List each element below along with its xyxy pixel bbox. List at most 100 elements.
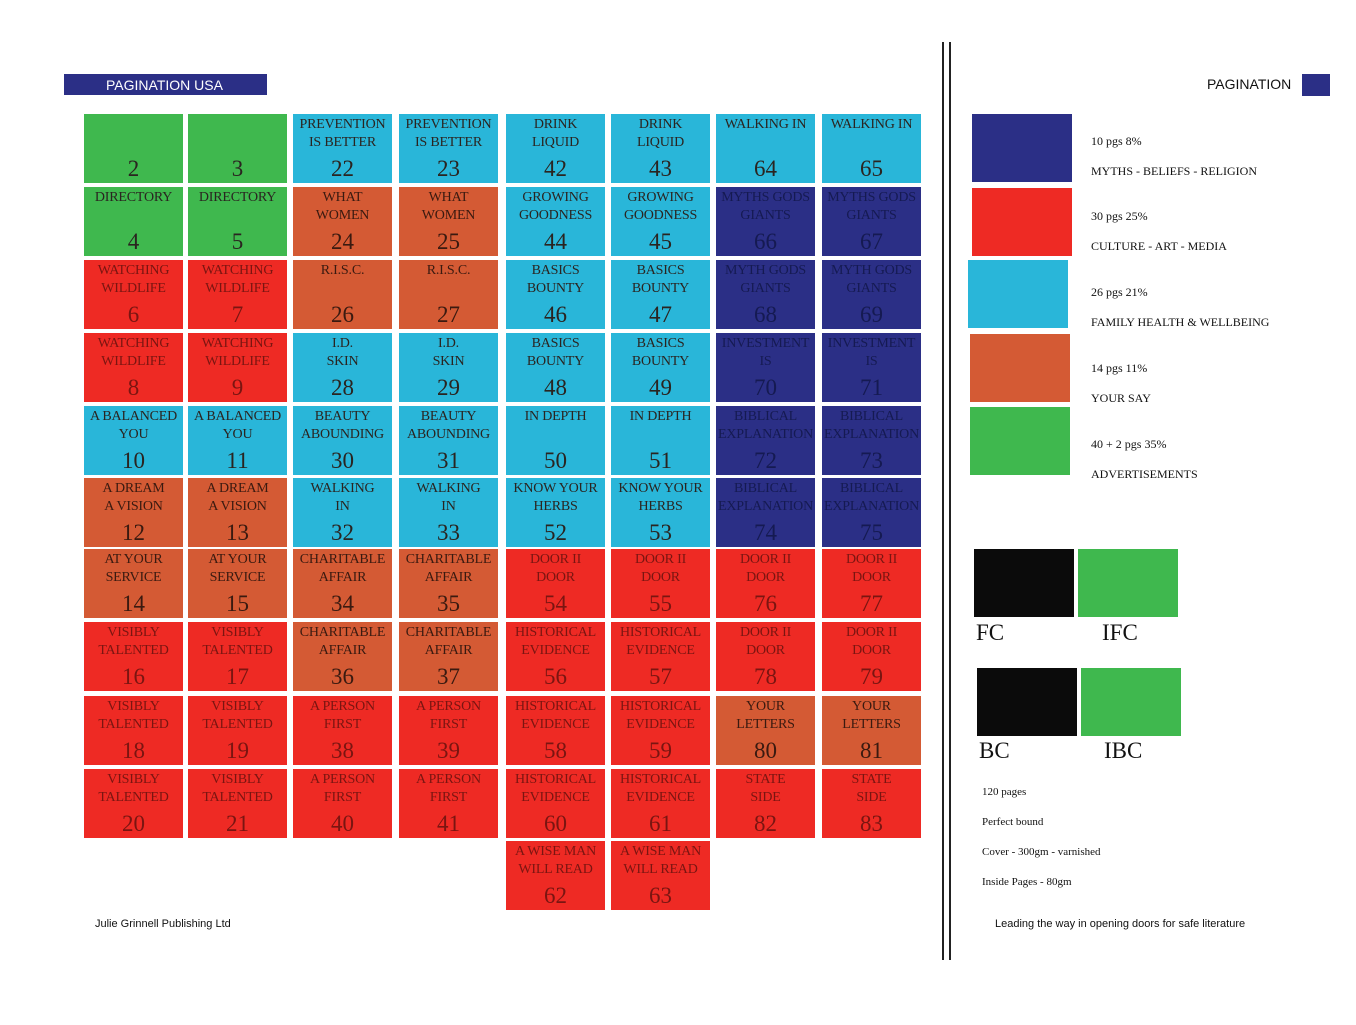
page-cell-number: 68 xyxy=(754,302,777,327)
page-cell-number: 55 xyxy=(649,591,672,616)
page-cell-label: WALKING IN xyxy=(416,481,481,514)
page-cell-number: 17 xyxy=(226,664,249,689)
page-cell-label: DOOR II DOOR xyxy=(739,552,792,585)
page-cell-label: VISIBLY TALENTED xyxy=(202,699,273,732)
legend-swatch-culture xyxy=(972,188,1072,256)
page-cell-number: 72 xyxy=(754,448,777,473)
page-cell-label: A PERSON FIRST xyxy=(310,772,375,805)
page-cell-number: 74 xyxy=(754,520,777,545)
pagination-title: PAGINATION xyxy=(1207,76,1292,92)
page-cell-38: A PERSON FIRST 38 xyxy=(293,696,392,765)
page-cell-label: A PERSON FIRST xyxy=(416,699,481,732)
page-cell-number: 6 xyxy=(127,302,140,327)
page-cell-39: A PERSON FIRST 39 xyxy=(399,696,498,765)
page-cell-label: HISTORICAL EVIDENCE xyxy=(515,772,596,805)
page-cell-label: A DREAM A VISION xyxy=(206,481,269,514)
page-cell-number: 66 xyxy=(754,229,777,254)
page-cell-label: A PERSON FIRST xyxy=(310,699,375,732)
legend-swatch-family-health xyxy=(968,260,1068,328)
page-cell-label: MYTH GODS GIANTS xyxy=(830,263,913,296)
page-cell-61: HISTORICAL EVIDENCE 61 xyxy=(611,769,710,838)
page-cell-27: R.I.S.C. 27 xyxy=(399,260,498,329)
page-cell-label: PREVENTION IS BETTER xyxy=(405,117,492,150)
page-cell-number: 29 xyxy=(437,375,460,400)
page-cell-number: 71 xyxy=(860,375,883,400)
page-cell-label: YOUR LETTERS xyxy=(842,699,901,732)
page-cell-number: 25 xyxy=(437,229,460,254)
front-cover-swatch xyxy=(974,549,1074,617)
page-cell-44: GROWING GOODNESS 44 xyxy=(506,187,605,256)
page-cell-number: 79 xyxy=(860,664,883,689)
page-cell-70: INVESTMENT IS 70 xyxy=(716,333,815,402)
spec-cover: Cover - 300gm - varnished xyxy=(982,846,1101,858)
page-cell-number: 62 xyxy=(544,883,567,908)
page-cell-80: YOUR LETTERS 80 xyxy=(716,696,815,765)
page-cell-label: STATE SIDE xyxy=(851,772,892,805)
page-cell-label: DIRECTORY xyxy=(94,190,173,205)
page-cell-label: WHAT WOMEN xyxy=(421,190,476,223)
page-cell-number: 33 xyxy=(437,520,460,545)
page-cell-label: YOUR LETTERS xyxy=(736,699,795,732)
page-cell-number: 53 xyxy=(649,520,672,545)
page-cell-40: A PERSON FIRST 40 xyxy=(293,769,392,838)
page-cell-label: CHARITABLE AFFAIR xyxy=(299,552,386,585)
page-cell-36: CHARITABLE AFFAIR 36 xyxy=(293,622,392,691)
page-cell-label: BASICS BOUNTY xyxy=(631,263,690,296)
page-cell-17: VISIBLY TALENTED 17 xyxy=(188,622,287,691)
page-cell-label: DOOR II DOOR xyxy=(845,552,898,585)
page-cell-label: BEAUTY ABOUNDING xyxy=(407,409,490,442)
page-cell-82: STATE SIDE 82 xyxy=(716,769,815,838)
page-cell-label: DOOR II DOOR xyxy=(845,625,898,658)
page-cell-label: IN DEPTH xyxy=(524,409,587,424)
page-cell-label: BIBLICAL EXPLANATION xyxy=(823,409,919,442)
page-cell-57: HISTORICAL EVIDENCE 57 xyxy=(611,622,710,691)
page-cell-label: MYTHS GODS GIANTS xyxy=(721,190,810,223)
page-cell-label: WATCHING WILDLIFE xyxy=(97,336,170,369)
page-cell-label: DRINK LIQUID xyxy=(636,117,684,150)
page-cell-77: DOOR II DOOR 77 xyxy=(822,549,921,618)
page-cell-number: 27 xyxy=(437,302,460,327)
page-cell-label: DOOR II DOOR xyxy=(634,552,687,585)
page-cell-label: STATE SIDE xyxy=(745,772,786,805)
page-cell-label: INVESTMENT IS xyxy=(721,336,810,369)
page-cell-number: 47 xyxy=(649,302,672,327)
page-cell-16: VISIBLY TALENTED 16 xyxy=(84,622,183,691)
page-cell-label: WALKING IN xyxy=(830,117,913,132)
page-cell-46: BASICS BOUNTY 46 xyxy=(506,260,605,329)
page-cell-10: A BALANCED YOU 10 xyxy=(84,406,183,475)
page-cell-label: MYTH GODS GIANTS xyxy=(724,263,807,296)
page-cell-number: 23 xyxy=(437,156,460,181)
page-cell-56: HISTORICAL EVIDENCE 56 xyxy=(506,622,605,691)
page-cell-number: 21 xyxy=(226,811,249,836)
legend-pages: 40 + 2 pgs 35% xyxy=(1091,437,1167,451)
page-cell-number: 7 xyxy=(231,302,244,327)
legend-item-culture: 30 pgs 25% CULTURE - ART - MEDIA xyxy=(1091,194,1227,269)
legend-item-family-health: 26 pgs 21% FAMILY HEALTH & WELLBEING xyxy=(1091,270,1269,345)
page-cell-7: WATCHING WILDLIFE 7 xyxy=(188,260,287,329)
page-cell-number: 76 xyxy=(754,591,777,616)
page-cell-label: INVESTMENT IS xyxy=(827,336,916,369)
page-cell-number: 70 xyxy=(754,375,777,400)
spec-binding: Perfect bound xyxy=(982,816,1044,828)
page-cell-number: 80 xyxy=(754,738,777,763)
page-cell-number: 26 xyxy=(331,302,354,327)
page-cell-24: WHAT WOMEN 24 xyxy=(293,187,392,256)
legend-swatch-myths xyxy=(972,114,1072,182)
page-cell-64: WALKING IN 64 xyxy=(716,114,815,183)
page-cell-label: BIBLICAL EXPLANATION xyxy=(823,481,919,514)
page-cell-62: A WISE MAN WILL READ 62 xyxy=(506,841,605,910)
page-cell-number: 63 xyxy=(649,883,672,908)
legend-item-advertisements: 40 + 2 pgs 35% ADVERTISEMENTS xyxy=(1091,422,1198,497)
page-cell-number: 81 xyxy=(860,738,883,763)
page-cell-8: WATCHING WILDLIFE 8 xyxy=(84,333,183,402)
page-cell-number: 10 xyxy=(122,448,145,473)
legend-swatch-advertisements xyxy=(970,407,1070,475)
page-cell-72: BIBLICAL EXPLANATION 72 xyxy=(716,406,815,475)
page-cell-label: BEAUTY ABOUNDING xyxy=(301,409,384,442)
spec-pages: 120 pages xyxy=(982,786,1027,798)
page-cell-label: CHARITABLE AFFAIR xyxy=(405,552,492,585)
page-cell-number: 24 xyxy=(331,229,354,254)
page-cell-35: CHARITABLE AFFAIR 35 xyxy=(399,549,498,618)
legend-item-myths: 10 pgs 8% MYTHS - BELIEFS - RELIGION xyxy=(1091,119,1257,194)
page-cell-68: MYTH GODS GIANTS 68 xyxy=(716,260,815,329)
